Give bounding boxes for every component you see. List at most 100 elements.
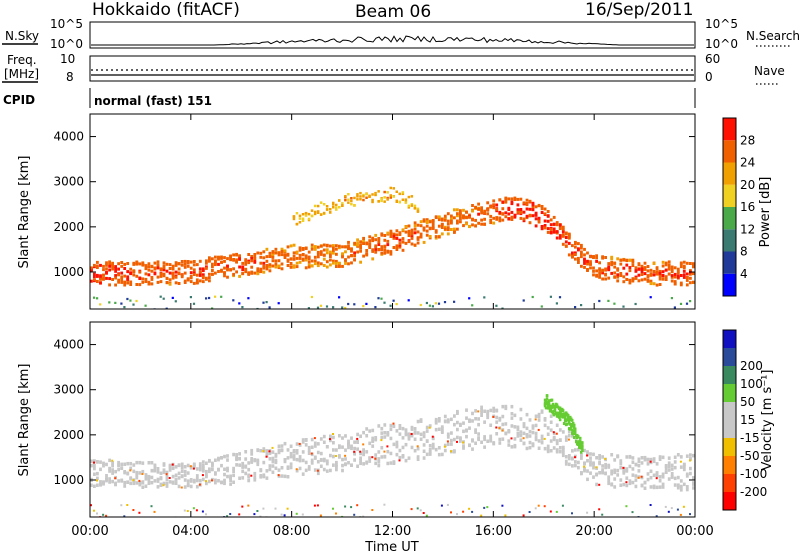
velocity-ground-scatter-cell — [132, 463, 136, 467]
power-echo-cell — [667, 260, 671, 264]
velocity-noise-cell — [425, 514, 428, 517]
velocity-ground-scatter-cell — [198, 467, 202, 472]
power-echo-cell — [646, 274, 650, 278]
power-echo-cell — [156, 260, 160, 264]
velocity-ground-scatter-cell — [271, 470, 275, 474]
nave-label: Nave — [754, 64, 785, 78]
power-echo-cell — [450, 216, 453, 220]
power-colorbar-segment — [723, 162, 736, 185]
velocity-ground-scatter-cell — [673, 465, 677, 470]
velocity-ground-scatter-cell — [307, 445, 311, 450]
velocity-ground-scatter-cell — [195, 474, 199, 478]
power-echo-cell — [211, 269, 214, 272]
power-echo-cell — [280, 248, 284, 252]
velocity-noise-cell — [543, 505, 546, 508]
velocity-ground-scatter-cell — [555, 441, 559, 446]
velocity-ionospheric-cell — [574, 456, 576, 459]
velocity-ionospheric-cell — [398, 459, 401, 462]
power-echo-cell — [631, 264, 635, 267]
power-echo-cell — [495, 216, 499, 220]
power-echo-cell — [277, 251, 281, 255]
velocity-ground-scatter-cell — [398, 455, 402, 460]
velocity-ground-scatter-cell — [223, 478, 226, 483]
power-echo-cell — [401, 240, 405, 244]
velocity-ground-scatter-cell — [211, 461, 214, 466]
power-echo-cell — [416, 241, 420, 245]
velocity-ground-scatter-cell — [422, 434, 426, 439]
velocity-ground-scatter-cell — [607, 475, 611, 479]
power-echo-cell — [613, 261, 617, 265]
velocity-ground-scatter-cell — [332, 448, 335, 452]
power-echo-cell — [661, 260, 665, 264]
velocity-ionospheric-cell — [298, 442, 301, 445]
velocity-ground-scatter-cell — [574, 463, 577, 468]
power-echo-cell — [446, 219, 450, 223]
power-echo-cell — [386, 196, 389, 200]
velocity-ground-scatter-cell — [619, 478, 623, 482]
power-echo-cell — [108, 262, 111, 266]
power-echo-cell — [531, 214, 535, 218]
nave-tick-low: 0 — [705, 70, 713, 84]
velocity-ground-scatter-cell — [477, 417, 480, 421]
power-echo-cell — [613, 275, 617, 279]
power-colorbar-tick: 20 — [740, 178, 755, 192]
velocity-ground-scatter-cell — [501, 422, 505, 427]
power-echo-cell — [673, 272, 677, 276]
power-noise-cell — [120, 302, 123, 305]
velocity-ground-scatter-cell — [450, 442, 453, 446]
power-noise-cell — [114, 301, 117, 304]
power-echo-cell — [404, 241, 408, 245]
velocity-ground-scatter-cell — [546, 447, 550, 452]
power-echo-cell — [670, 279, 674, 283]
power-echo-cell — [383, 245, 387, 249]
velocity-ground-scatter-cell — [286, 456, 290, 460]
power-echo-cell — [341, 245, 344, 249]
velocity-ground-scatter-cell — [347, 461, 350, 465]
power-echo-cell — [313, 255, 317, 259]
velocity-ground-scatter-cell — [649, 485, 653, 489]
velocity-ground-scatter-cell — [253, 471, 257, 476]
velocity-ground-scatter-cell — [183, 469, 187, 474]
power-echo-cell — [338, 199, 341, 202]
velocity-ground-scatter-cell — [96, 483, 99, 487]
power-echo-cell — [265, 267, 269, 271]
power-echo-cell — [667, 272, 671, 276]
power-echo-cell — [619, 272, 623, 275]
velocity-ground-scatter-cell — [168, 480, 172, 484]
power-echo-cell — [392, 236, 396, 240]
velocity-ground-scatter-cell — [679, 479, 683, 483]
velocity-ground-scatter-cell — [631, 456, 635, 460]
velocity-ground-scatter-cell — [685, 454, 689, 458]
station-title: Hokkaido (fitACF) — [92, 0, 240, 20]
power-noise-cell — [362, 305, 365, 308]
velocity-ground-scatter-cell — [229, 482, 232, 486]
velocity-positive-cell — [551, 411, 555, 415]
power-echo-cell — [238, 257, 241, 261]
power-echo-cell — [271, 259, 275, 263]
power-echo-cell — [93, 263, 96, 267]
velocity-positive-cell — [581, 449, 584, 452]
power-echo-cell — [208, 256, 211, 260]
velocity-ground-scatter-cell — [558, 438, 562, 442]
power-echo-cell — [356, 241, 359, 245]
velocity-ground-scatter-cell — [507, 439, 511, 443]
power-echo-cell — [198, 259, 202, 263]
power-echo-cell — [108, 260, 111, 264]
power-echo-cell — [574, 245, 577, 249]
power-echo-cell — [368, 195, 371, 198]
velocity-ground-scatter-cell — [486, 439, 490, 443]
velocity-ground-scatter-cell — [144, 473, 148, 478]
power-echo-cell — [456, 212, 459, 216]
power-echo-cell — [492, 203, 496, 207]
power-echo-cell — [522, 217, 526, 221]
velocity-ground-scatter-cell — [456, 409, 459, 414]
power-echo-cell — [108, 277, 111, 281]
velocity-ground-scatter-cell — [519, 407, 523, 412]
velocity-ground-scatter-cell — [580, 471, 583, 475]
velocity-ground-scatter-cell — [416, 431, 420, 435]
velocity-ground-scatter-cell — [135, 476, 139, 480]
velocity-ionospheric-cell — [211, 479, 213, 482]
power-echo-cell — [453, 208, 456, 212]
velocity-ground-scatter-cell — [295, 442, 299, 446]
velocity-ground-scatter-cell — [468, 443, 471, 448]
